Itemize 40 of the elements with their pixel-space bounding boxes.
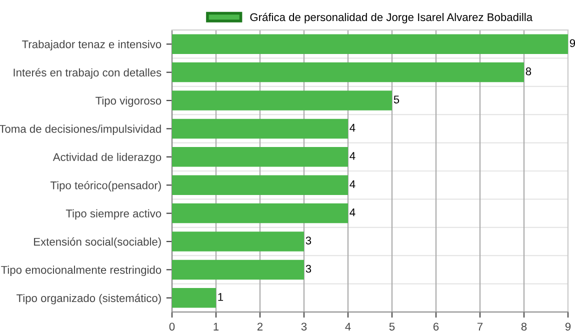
- data-label: 3: [306, 236, 312, 244]
- bar: [172, 34, 568, 54]
- bar: [172, 62, 524, 82]
- data-label: 4: [350, 124, 356, 132]
- x-tick-label: 2: [257, 322, 263, 330]
- data-label: 1: [218, 293, 224, 301]
- bar: [172, 118, 348, 139]
- y-tick-label: Interés en trabajo con detalles: [14, 68, 162, 79]
- x-tick-label: 5: [389, 322, 395, 331]
- data-label: 4: [350, 208, 356, 216]
- y-tick-label: Tipo vigoroso: [96, 96, 162, 107]
- bar: [172, 175, 348, 195]
- y-tick-label: Actividad de liderazgo: [52, 152, 162, 164]
- data-label: 4: [350, 152, 356, 160]
- data-label: 4: [350, 180, 356, 188]
- data-label: 8: [526, 67, 532, 76]
- x-tick-label: 3: [301, 322, 307, 331]
- bar: [172, 203, 348, 224]
- y-tick-label: Tipo siempre activo: [66, 209, 162, 220]
- bar: [172, 260, 304, 280]
- x-tick-label: 4: [345, 322, 351, 330]
- x-tick-label: 0: [169, 322, 175, 331]
- x-tick-label: 7: [477, 322, 483, 330]
- y-tick-label: Tipo organizado (sistemático): [16, 294, 161, 304]
- y-tick-label: Extensión social(sociable): [34, 237, 161, 248]
- y-tick-label: Tipo teórico(pensador): [50, 181, 161, 192]
- data-label: 5: [394, 96, 400, 104]
- data-label: 9: [570, 39, 575, 48]
- bar: [172, 288, 216, 308]
- x-tick-label: 8: [521, 322, 527, 331]
- x-tick-label: 1: [214, 322, 219, 330]
- y-tick-label: Tipo emocionalmente restringido: [1, 266, 162, 276]
- bar: [172, 147, 348, 167]
- data-label: 3: [306, 264, 312, 273]
- x-tick-label: 9: [565, 322, 571, 331]
- x-tick-label: 6: [433, 322, 439, 331]
- legend-label: Gráfica de personalidad de Jorge Isarel Alvarez Bobadilla: [250, 12, 533, 24]
- bar: [172, 232, 304, 252]
- y-tick-label: Trabajador tenaz e intensivo: [22, 40, 162, 50]
- bar: [172, 90, 392, 110]
